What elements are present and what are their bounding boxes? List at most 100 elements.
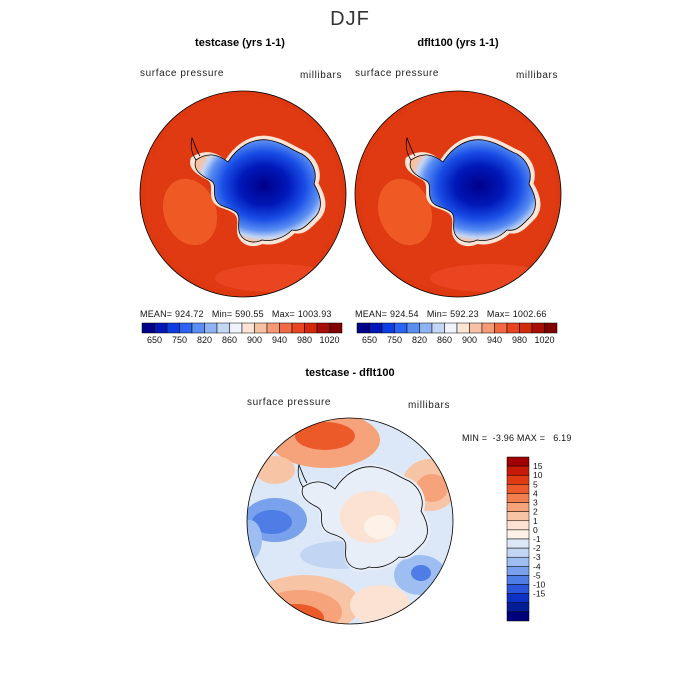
panel2-colorbar-swatch [494,322,508,334]
panel2-colorbar-swatch [444,322,458,334]
panel2-colorbar-swatch [544,322,558,334]
diff-colorbar-tick-label: -3 [533,552,541,562]
diff-colorbar-tick-label: -5 [533,570,541,580]
panel2-colorbar-swatch [456,322,470,334]
panel2-colorbar-swatch [519,322,533,334]
panel2-min: 592.23 [450,309,479,319]
panel2-min-label: Min= [426,309,448,319]
panel2-colorbar-tick-label: 650 [362,335,377,345]
panel2-colorbar-tick-label: 980 [512,335,527,345]
panel1-colorbar-swatch [216,322,230,334]
panel2-max: 1002.66 [512,309,547,319]
diff-colorbar-tick-label: -10 [533,580,546,590]
panel1-colorbar-swatch [254,322,268,334]
panel2-units: millibars [516,70,559,81]
diff-colorbar-swatch [506,520,530,531]
panel1-colorbar-tick-label: 980 [297,335,312,345]
diff-colorbar-swatch [506,474,530,485]
diff-variable: surface pressure [247,397,332,408]
diff-colorbar-swatch [506,547,530,558]
panel1-stats: MEAN= 924.72 Min= 590.55 Max= 1003.93 [140,309,332,319]
diff-min-label: MIN = [462,433,488,443]
diff-colorbar-tick-label: 2 [533,507,538,517]
panel1-colorbar: 650 750 820 860 900 940 980 1020 [141,322,343,345]
panel2-colorbar-swatch [431,322,445,334]
panel1-colorbar-swatch [179,322,193,334]
diff-colorbar-swatch [506,511,530,522]
diff-boundary [246,417,454,625]
diff-colorbar-swatch [506,465,530,476]
panel1-colorbar-swatch [266,322,280,334]
diff-title: testcase - dflt100 [305,367,395,379]
diff-units: millibars [408,400,451,411]
diff-colorbar-tick-label: 1 [533,516,538,526]
panel1-colorbar-swatch [329,322,343,334]
panel1-colorbar-tick-label: 1020 [319,335,339,345]
panel2-colorbar-swatch [406,322,420,334]
panel1-max: 1003.93 [297,309,332,319]
panel2-colorbar-tick-label: 820 [412,335,427,345]
panel2-colorbar-tick-label: 940 [487,335,502,345]
panel1-colorbar-swatch [229,322,243,334]
panel1-colorbar-swatch [241,322,255,334]
panel2-title: dflt100 (yrs 1-1) [417,37,499,49]
panel1-colorbar-swatch [154,322,168,334]
diff-map [247,418,453,624]
diff-colorbar-swatch [506,611,530,622]
panel1-colorbar-swatch [291,322,305,334]
panel2-colorbar: 650 750 820 860 900 940 980 1020 [356,322,558,345]
page-title: DJF [330,8,370,30]
panel1-colorbar-tick-label: 940 [272,335,287,345]
diff-colorbar-tick-label: 0 [533,525,538,535]
panel1-colorbar-swatch [204,322,218,334]
diff-colorbar-swatch [506,502,530,512]
panel1-colorbar-tick-label: 860 [222,335,237,345]
panel1-colorbar-swatch [304,322,318,334]
panel1-title: testcase (yrs 1-1) [195,37,285,49]
diff-colorbar-tick-label: -1 [533,534,541,544]
panel2-colorbar-swatch [356,322,370,334]
panel2-colorbar-swatch [381,322,395,334]
panel2-colorbar-tick-label: 750 [387,335,402,345]
panel1-colorbar-tick-label: 820 [197,335,212,345]
diff-colorbar-swatch [506,584,530,594]
panel1-colorbar-swatch [141,322,155,334]
diff-colorbar-tick-label: 3 [533,498,538,508]
panel2-colorbar-tick-label: 900 [462,335,477,345]
panel2-map [355,91,561,297]
panel1-colorbar-tick-label: 900 [247,335,262,345]
diff-colorbar-tick-label: -2 [533,543,541,553]
panel2-colorbar-tick-label: 1020 [534,335,554,345]
diff-min: -3.96 [492,433,515,443]
panel1-boundary [139,90,347,298]
panel1-colorbar-tick-label: 750 [172,335,187,345]
diff-colorbar-swatch [506,602,530,613]
diff-colorbar-swatch [506,529,530,540]
diff-colorbar-swatch [506,593,530,604]
diff-colorbar-tick-label: 4 [533,488,538,498]
panel1-min-label: Min= [211,309,233,319]
panel2-colorbar-swatch [531,322,545,334]
panel1-colorbar-swatch [166,322,180,334]
panel1-min: 590.55 [235,309,264,319]
diff-colorbar-tick-label: 10 [533,470,543,480]
panel1-colorbar-tick-label: 650 [147,335,162,345]
diff-colorbar-swatch [506,456,530,467]
panel2-colorbar-swatch [469,322,483,334]
panel2-stats: MEAN= 924.54 Min= 592.23 Max= 1002.66 [355,309,547,319]
panel1-max-label: Max= [271,309,295,319]
panel2-colorbar-swatch [481,322,495,334]
panel2-mean: 924.54 [389,309,419,319]
panel2-boundary [354,90,562,298]
diff-colorbar-swatch [506,556,530,567]
panel1-colorbar-swatch [279,322,293,334]
diff-colorbar-swatch [506,493,530,503]
panel1-units: millibars [300,70,343,81]
diff-colorbar-swatch [506,575,530,585]
panel1-colorbar-swatch [191,322,205,334]
diff-colorbar-tick-label: 5 [533,479,538,489]
diff-max: 6.19 [553,433,572,443]
diff-colorbar-swatch [506,538,530,549]
